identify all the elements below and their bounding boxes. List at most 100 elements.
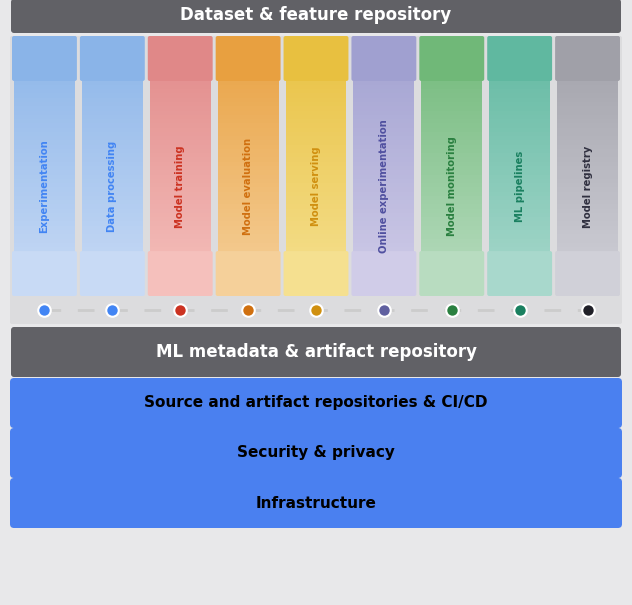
Bar <box>353 93 415 98</box>
Bar <box>14 217 75 221</box>
Bar <box>353 221 415 226</box>
Bar <box>353 127 415 132</box>
Bar <box>82 187 143 192</box>
Bar <box>557 54 618 59</box>
Bar <box>557 289 618 294</box>
Bar <box>150 97 210 102</box>
Bar <box>14 97 75 102</box>
Bar <box>422 93 482 98</box>
Bar <box>489 123 550 128</box>
Bar <box>14 93 75 98</box>
Bar <box>422 221 482 226</box>
Bar <box>286 106 346 111</box>
Bar <box>489 195 550 200</box>
Bar <box>14 225 75 230</box>
Bar <box>286 162 346 166</box>
Bar <box>82 54 143 59</box>
Bar <box>489 268 550 273</box>
Text: ML metadata & artifact repository: ML metadata & artifact repository <box>155 343 477 361</box>
Bar <box>557 238 618 243</box>
Bar <box>286 234 346 238</box>
Bar <box>489 80 550 85</box>
Bar <box>557 85 618 89</box>
Bar <box>286 217 346 221</box>
Bar <box>286 136 346 140</box>
Bar <box>286 251 346 255</box>
Bar <box>557 255 618 260</box>
Bar <box>489 276 550 281</box>
Bar <box>14 178 75 183</box>
Bar <box>150 183 210 188</box>
Bar <box>489 251 550 255</box>
Bar <box>557 268 618 273</box>
Bar <box>422 174 482 179</box>
Bar <box>557 162 618 166</box>
Bar <box>557 208 618 213</box>
Bar <box>150 281 210 286</box>
Bar <box>422 268 482 273</box>
Bar <box>217 54 279 59</box>
FancyBboxPatch shape <box>420 36 484 81</box>
Bar <box>489 76 550 80</box>
Bar <box>557 157 618 162</box>
Bar <box>286 268 346 273</box>
Bar <box>150 54 210 59</box>
Bar <box>422 170 482 174</box>
FancyBboxPatch shape <box>11 327 621 377</box>
Bar <box>82 195 143 200</box>
Bar <box>217 102 279 106</box>
Bar <box>353 217 415 221</box>
Bar <box>353 281 415 286</box>
Bar <box>353 85 415 89</box>
Bar <box>353 204 415 209</box>
Bar <box>422 204 482 209</box>
Bar <box>353 148 415 153</box>
Bar <box>286 221 346 226</box>
Bar <box>557 225 618 230</box>
Bar <box>353 187 415 192</box>
Bar <box>217 157 279 162</box>
Bar <box>14 102 75 106</box>
Bar <box>557 217 618 221</box>
Bar <box>489 234 550 238</box>
Bar <box>353 123 415 128</box>
Bar <box>422 152 482 157</box>
Bar <box>217 183 279 188</box>
Bar <box>14 170 75 174</box>
Bar <box>489 119 550 123</box>
Bar <box>286 187 346 192</box>
Bar <box>557 178 618 183</box>
Bar <box>353 208 415 213</box>
Bar <box>557 170 618 174</box>
Bar <box>217 208 279 213</box>
Bar <box>353 97 415 102</box>
Bar <box>14 200 75 204</box>
Bar <box>82 59 143 64</box>
Bar <box>14 106 75 111</box>
Bar <box>286 272 346 277</box>
Bar <box>557 166 618 170</box>
Bar <box>82 174 143 179</box>
Bar <box>286 85 346 89</box>
Bar <box>14 251 75 255</box>
Bar <box>217 174 279 179</box>
Text: Security & privacy: Security & privacy <box>237 445 395 460</box>
Bar <box>82 42 143 47</box>
Bar <box>557 212 618 217</box>
Bar <box>489 59 550 64</box>
FancyBboxPatch shape <box>12 251 77 296</box>
Bar <box>557 97 618 102</box>
Bar <box>286 46 346 51</box>
FancyBboxPatch shape <box>10 478 622 528</box>
Bar <box>286 148 346 153</box>
Bar <box>82 162 143 166</box>
Bar <box>353 234 415 238</box>
Bar <box>422 195 482 200</box>
Bar <box>14 212 75 217</box>
Bar <box>14 247 75 251</box>
Bar <box>422 67 482 72</box>
Bar <box>150 102 210 106</box>
FancyBboxPatch shape <box>487 251 552 296</box>
Bar <box>286 127 346 132</box>
Bar <box>286 225 346 230</box>
